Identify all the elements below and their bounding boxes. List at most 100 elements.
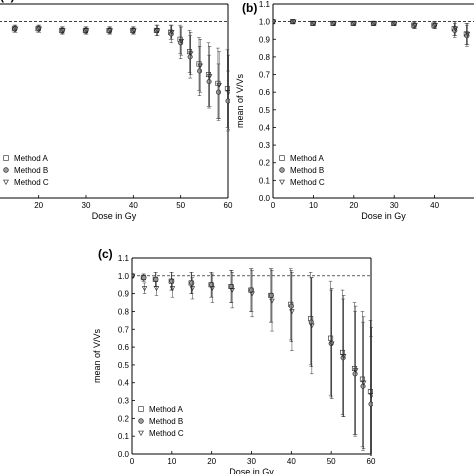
data-point — [308, 319, 314, 325]
x-tick-label: 20 — [207, 457, 216, 466]
x-axis-label: Dose in Gy — [361, 211, 406, 221]
data-point — [288, 303, 294, 309]
x-tick-label: 30 — [82, 201, 91, 210]
data-point — [206, 79, 212, 85]
legend: Method A Method B Method C — [279, 154, 325, 187]
data-point — [12, 26, 19, 32]
legend-label: Method B — [290, 166, 324, 175]
y-tick-label: 0.1 — [259, 176, 271, 185]
y-tick-label: 0.0 — [118, 450, 130, 459]
data-point — [309, 323, 315, 329]
y-tick-label: 0.8 — [118, 307, 130, 316]
data-point — [340, 355, 346, 361]
data-point — [153, 286, 160, 292]
data-point — [452, 26, 459, 32]
data-point — [249, 291, 255, 297]
data-point — [216, 89, 222, 95]
data-point — [197, 63, 203, 69]
x-tick-label: 50 — [176, 201, 185, 210]
y-tick-label: 0.5 — [118, 361, 130, 370]
panel-label: (b) — [242, 1, 257, 15]
data-point — [249, 287, 255, 293]
series-method-a — [273, 19, 469, 45]
y-tick-label: 0.4 — [259, 123, 271, 132]
data-point — [392, 21, 398, 27]
data-point — [464, 31, 471, 37]
y-tick-label: 0.9 — [259, 35, 271, 44]
legend-label: Method A — [149, 405, 183, 414]
data-point — [60, 28, 66, 34]
y-axis-label: mean of V/Vs — [92, 328, 102, 383]
x-tick-label: 50 — [327, 457, 336, 466]
y-tick-label: 0.8 — [259, 53, 271, 62]
y-axis-label: mean of V/Vs — [235, 73, 245, 128]
data-point — [229, 284, 235, 290]
data-point — [359, 376, 365, 382]
data-point — [169, 286, 176, 292]
data-point — [340, 349, 346, 355]
y-tick-label: 1.1 — [118, 254, 130, 263]
series-method-c — [132, 270, 373, 456]
panel-label: (c) — [98, 247, 113, 261]
data-point — [153, 276, 159, 282]
data-point — [178, 38, 184, 44]
plot-area — [132, 268, 373, 456]
data-point — [268, 292, 274, 298]
x-tick-label: 0 — [130, 457, 135, 466]
legend-label: Method C — [14, 178, 49, 187]
x-axis-label: Dose in Gy — [229, 467, 274, 474]
legend-label: Method B — [149, 417, 183, 426]
y-tick-label: 0.5 — [259, 106, 271, 115]
panel-b: (b) 0 10 20 30 40 Dose in Gy 0.0 0.1 0.2 0.3 0.4 0.5… — [235, 0, 474, 221]
legend-marker — [3, 155, 9, 161]
data-point — [229, 288, 235, 293]
data-point — [269, 298, 275, 304]
x-tick-label: 10 — [167, 457, 176, 466]
data-point — [291, 19, 297, 25]
data-point — [273, 19, 277, 25]
legend-marker — [138, 406, 144, 412]
data-point — [189, 286, 196, 292]
data-point — [209, 286, 215, 292]
legend-marker — [3, 167, 9, 173]
x-tick-label: 0 — [271, 201, 276, 210]
data-point — [131, 28, 137, 34]
legend-label: Method C — [149, 429, 184, 438]
y-tick-label: 0.6 — [118, 343, 130, 352]
legend-marker — [3, 179, 9, 186]
plot-area — [0, 21, 230, 132]
series-method-a — [11, 24, 230, 128]
data-point — [367, 389, 373, 395]
data-point — [178, 40, 184, 46]
data-point — [132, 273, 136, 279]
x-tick-label: 60 — [224, 201, 233, 210]
y-tick-label: 1.1 — [259, 0, 271, 9]
y-tick-label: 0.0 — [259, 194, 271, 203]
data-point — [216, 83, 222, 88]
data-point — [141, 275, 147, 281]
data-point — [141, 286, 148, 292]
data-point — [412, 23, 418, 28]
series-method-c — [273, 19, 471, 45]
data-point — [328, 335, 334, 341]
legend-label: Method C — [290, 178, 325, 187]
data-point — [371, 21, 378, 27]
x-tick-label: 40 — [129, 201, 138, 210]
legend-label: Method A — [290, 154, 324, 163]
data-point — [368, 401, 373, 407]
data-point — [311, 21, 317, 27]
data-point — [107, 28, 113, 34]
data-point — [224, 86, 230, 92]
legend-label: Method B — [14, 166, 48, 175]
data-point — [225, 98, 230, 104]
x-axis-label: Dose in Gy — [92, 211, 137, 221]
data-point — [331, 21, 337, 27]
panel-c: (c) 0 10 20 30 40 50 60 Dose in Gy 0.0 0.1 0.2 0.3 0.… — [92, 247, 376, 474]
legend-label: Method A — [14, 154, 48, 163]
y-tick-label: 0.9 — [118, 290, 130, 299]
legend: Method A Method B Method C — [3, 154, 49, 187]
data-point — [341, 353, 347, 359]
y-tick-label: 0.6 — [259, 88, 271, 97]
data-point — [329, 341, 335, 347]
